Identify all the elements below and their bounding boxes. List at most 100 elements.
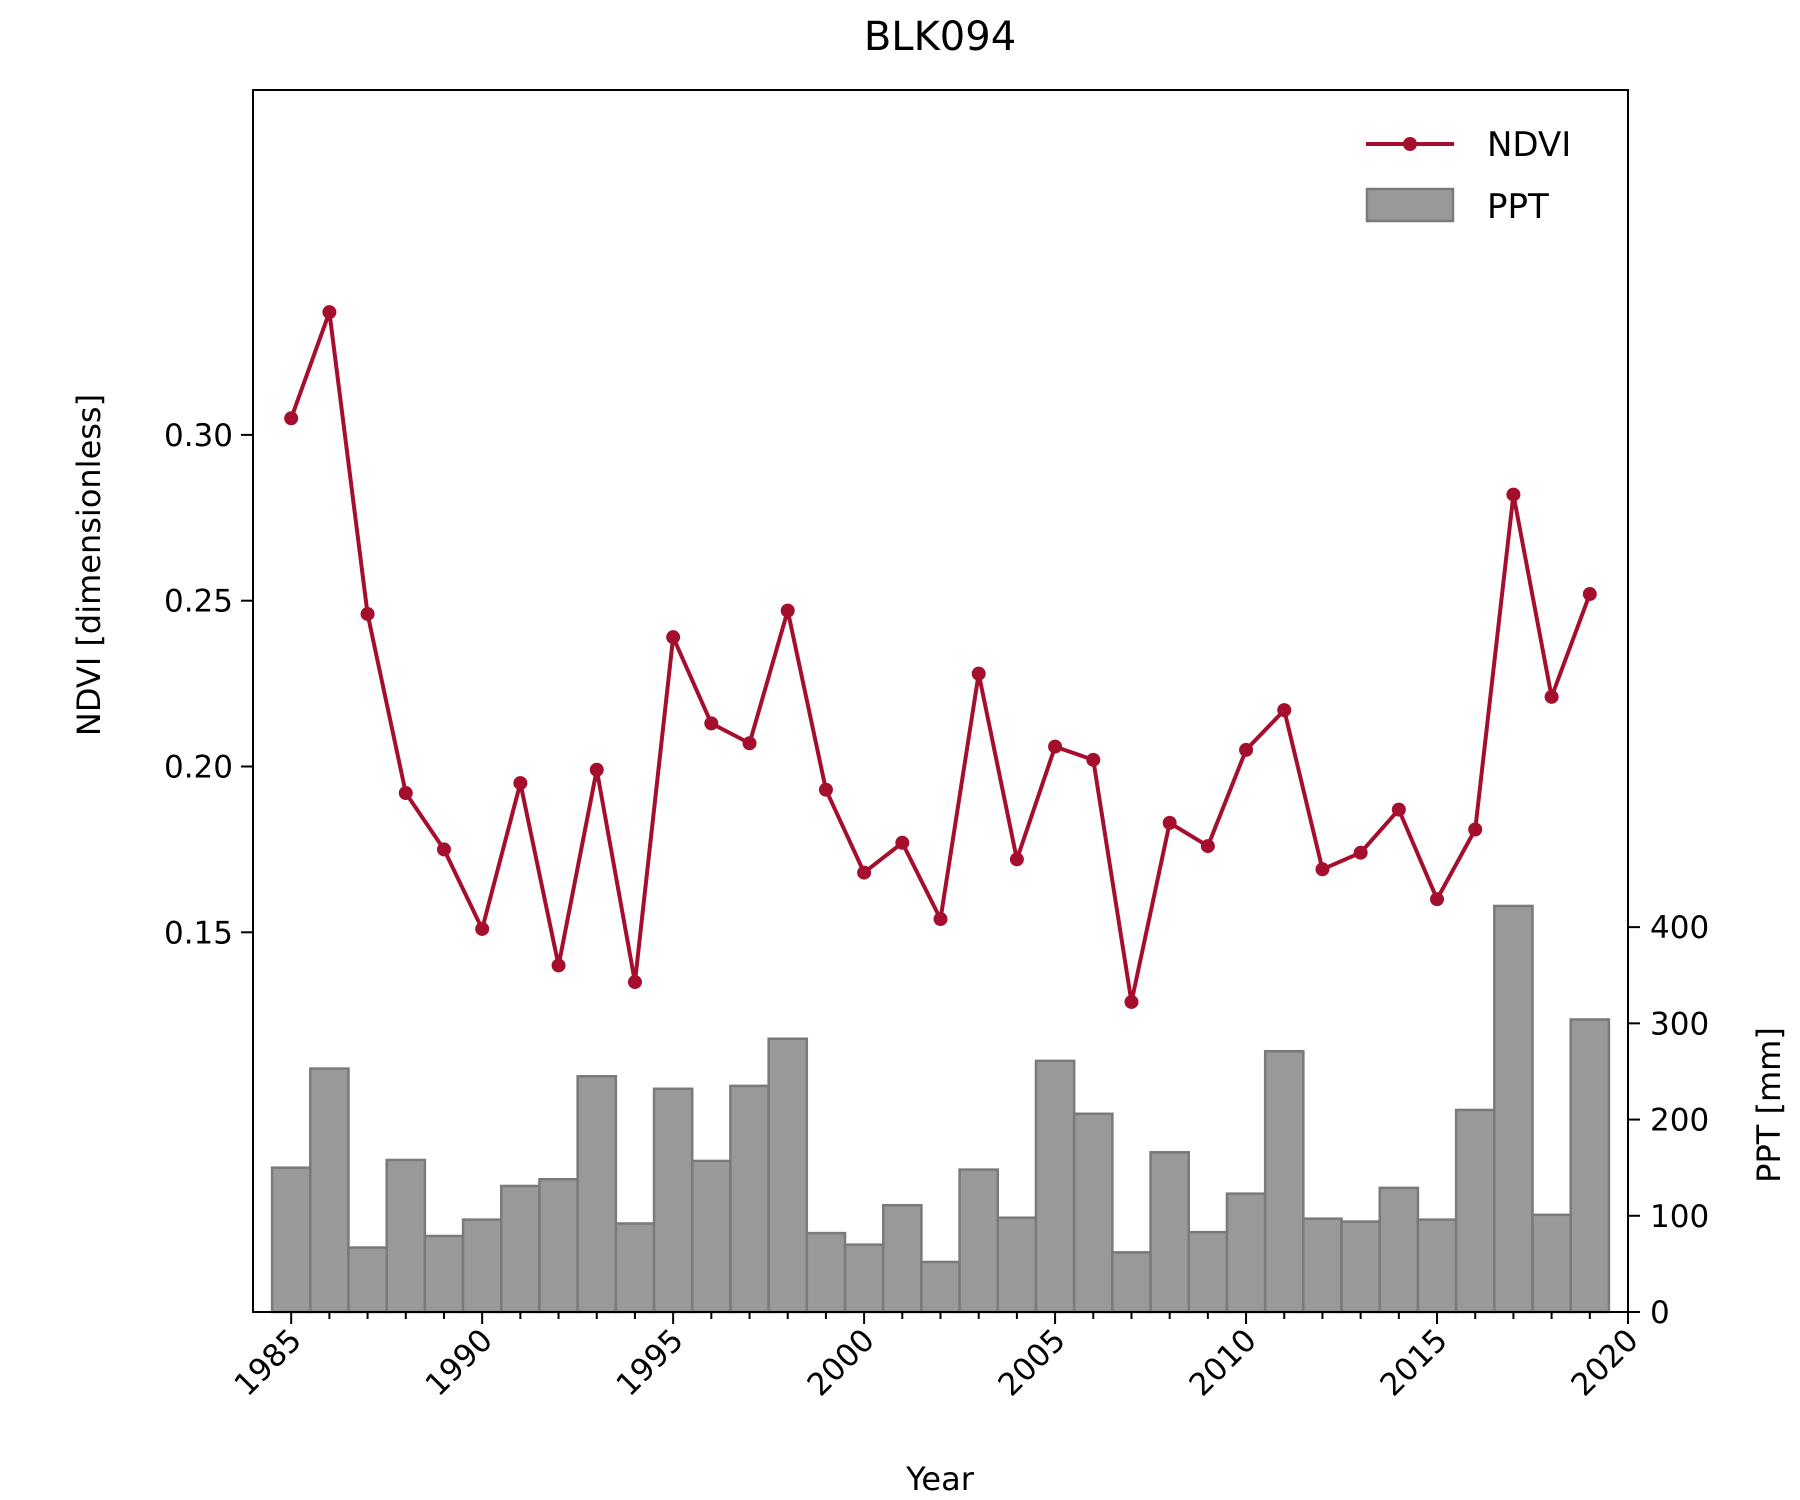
ndvi-point-2001 bbox=[895, 835, 910, 850]
ndvi-point-2012 bbox=[1315, 862, 1330, 877]
ppt-bar-2004 bbox=[996, 1216, 1038, 1314]
x-tick-label-2010: 2010 bbox=[1182, 1322, 1263, 1403]
ndvi-point-2010 bbox=[1239, 742, 1254, 757]
x-tick-label-2020: 2020 bbox=[1564, 1322, 1645, 1403]
ppt-bar-2016 bbox=[1454, 1108, 1496, 1314]
ndvi-line bbox=[289, 310, 1592, 1004]
ndvi-point-1997 bbox=[742, 736, 757, 751]
x-tick-label-2005: 2005 bbox=[991, 1322, 1072, 1403]
y-axis-label: NDVI [dimensionless] bbox=[70, 394, 108, 736]
ndvi-point-2016 bbox=[1468, 822, 1483, 837]
ndvi-point-2007 bbox=[1124, 994, 1139, 1009]
ppt-bar-2010 bbox=[1225, 1192, 1267, 1314]
ndvi-point-2011 bbox=[1277, 703, 1292, 718]
ppt-bar-1989 bbox=[423, 1234, 465, 1314]
chart-title: BLK094 bbox=[864, 14, 1016, 60]
x-axis-label: Year bbox=[905, 1460, 975, 1498]
ndvi-point-2018 bbox=[1544, 689, 1559, 704]
ndvi-point-1994 bbox=[627, 975, 642, 990]
ppt-bar-2007 bbox=[1111, 1251, 1152, 1314]
ppt-bar-1998 bbox=[767, 1037, 809, 1314]
ppt-bar-2006 bbox=[1072, 1112, 1114, 1314]
legend: NDVI PPT bbox=[1365, 125, 1571, 227]
plot-frame bbox=[252, 89, 1629, 1313]
ppt-bar-2017 bbox=[1493, 904, 1534, 1314]
ppt-bar-1997 bbox=[729, 1084, 770, 1314]
ppt-bar-2018 bbox=[1531, 1213, 1572, 1314]
ndvi-point-1986 bbox=[322, 305, 337, 320]
x-tick-label-2000: 2000 bbox=[801, 1322, 882, 1403]
ndvi-point-1996 bbox=[704, 716, 719, 731]
ppt-bar-2001 bbox=[881, 1203, 923, 1314]
ndvi-point-2005 bbox=[1048, 739, 1063, 754]
ppt-bar-1990 bbox=[461, 1218, 503, 1314]
ppt-bar-2005 bbox=[1034, 1059, 1076, 1314]
legend-ppt-label: PPT bbox=[1487, 187, 1549, 227]
ppt-bar-1986 bbox=[309, 1067, 350, 1314]
ndvi-point-2003 bbox=[971, 666, 986, 681]
ppt-bar-2015 bbox=[1416, 1218, 1458, 1314]
y2-tick-label-0: 0 bbox=[1650, 1295, 1670, 1331]
ppt-bar-1987 bbox=[347, 1246, 388, 1314]
ndvi-series bbox=[284, 305, 1597, 1009]
ndvi-point-1985 bbox=[284, 411, 299, 426]
ppt-bar-2003 bbox=[958, 1168, 1000, 1314]
y-axis-right: 0 100 200 300 400 bbox=[1628, 910, 1709, 1331]
ndvi-point-2014 bbox=[1391, 802, 1406, 817]
ndvi-point-2006 bbox=[1086, 752, 1101, 767]
y-tick-label-0.30: 0.30 bbox=[164, 418, 233, 454]
ppt-bar-2008 bbox=[1149, 1151, 1191, 1314]
ndvi-point-2017 bbox=[1506, 487, 1521, 502]
ndvi-point-1987 bbox=[360, 606, 375, 621]
ppt-bar-2011 bbox=[1263, 1049, 1305, 1314]
ndvi-point-2013 bbox=[1353, 845, 1368, 860]
ndvi-point-1990 bbox=[475, 921, 490, 936]
y2-tick-label-200: 200 bbox=[1650, 1103, 1709, 1139]
ppt-bar-1995 bbox=[652, 1087, 694, 1314]
ppt-bar-2019 bbox=[1569, 1018, 1611, 1314]
y2-axis-label: PPT [mm] bbox=[1750, 1027, 1788, 1183]
ppt-bar-2014 bbox=[1378, 1186, 1420, 1314]
x-tick-label-2015: 2015 bbox=[1373, 1322, 1454, 1403]
x-tick-label-1990: 1990 bbox=[419, 1322, 500, 1403]
ndvi-point-1988 bbox=[398, 786, 413, 801]
ppt-bar-1993 bbox=[576, 1075, 618, 1314]
ppt-bar-1996 bbox=[690, 1159, 732, 1314]
legend-ppt-swatch bbox=[1365, 187, 1455, 223]
ppt-bars bbox=[270, 904, 1611, 1314]
ndvi-point-1992 bbox=[551, 958, 566, 973]
ppt-bar-1992 bbox=[538, 1177, 579, 1314]
ndvi-point-2009 bbox=[1200, 839, 1215, 854]
ndvi-point-1991 bbox=[513, 776, 528, 791]
ppt-bar-1988 bbox=[385, 1158, 427, 1314]
ppt-bar-1991 bbox=[500, 1184, 541, 1314]
ppt-bar-2000 bbox=[843, 1243, 885, 1314]
ndvi-point-2015 bbox=[1430, 892, 1445, 907]
ndvi-point-1998 bbox=[780, 603, 795, 618]
y-tick-label-0.15: 0.15 bbox=[164, 915, 233, 951]
ppt-bar-1994 bbox=[614, 1222, 656, 1314]
ndvi-point-2002 bbox=[933, 912, 948, 927]
y-tick-label-0.20: 0.20 bbox=[164, 749, 233, 785]
ndvi-point-2008 bbox=[1162, 815, 1177, 830]
ppt-bar-1999 bbox=[805, 1231, 847, 1314]
ppt-bar-2012 bbox=[1302, 1217, 1343, 1314]
ndvi-point-1993 bbox=[589, 762, 604, 777]
ppt-bar-1985 bbox=[270, 1166, 312, 1314]
ppt-bar-2002 bbox=[920, 1260, 961, 1314]
ndvi-point-2019 bbox=[1582, 587, 1597, 602]
y-tick-label-0.25: 0.25 bbox=[164, 584, 233, 620]
legend-ndvi-marker bbox=[1403, 137, 1417, 151]
legend-ndvi-label: NDVI bbox=[1487, 125, 1571, 165]
ndvi-point-2000 bbox=[857, 865, 872, 880]
ndvi-point-1999 bbox=[818, 782, 833, 797]
x-tick-label-1985: 1985 bbox=[228, 1322, 309, 1403]
y2-tick-label-400: 400 bbox=[1650, 910, 1709, 946]
x-axis: 1985 1990 1995 2000 2005 2010 2015 2020 bbox=[228, 1312, 1646, 1403]
ndvi-point-1989 bbox=[436, 842, 451, 857]
ndvi-point-2004 bbox=[1009, 852, 1024, 867]
x-tick-label-1995: 1995 bbox=[610, 1322, 691, 1403]
ppt-bar-2013 bbox=[1340, 1220, 1381, 1314]
ppt-bar-2009 bbox=[1187, 1230, 1229, 1314]
